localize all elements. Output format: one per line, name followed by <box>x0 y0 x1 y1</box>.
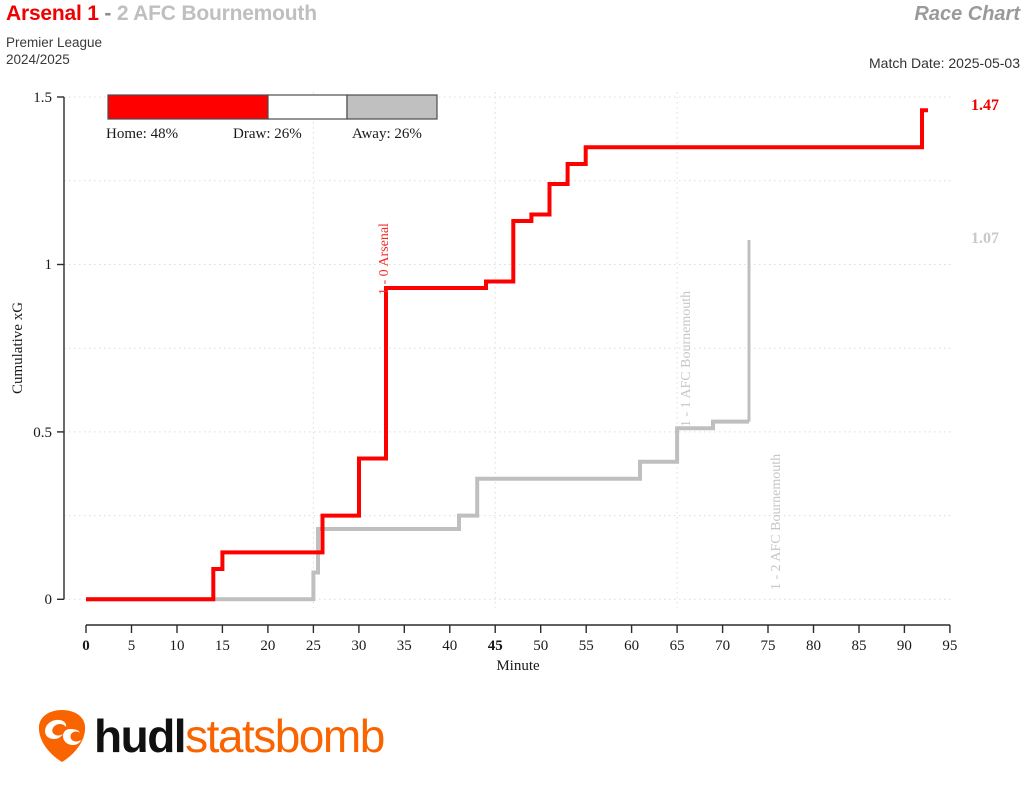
x-tick-90: 90 <box>897 638 912 654</box>
outcome-probability-legend: Home: 48% Draw: 26% Away: 26% <box>106 94 438 142</box>
x-axis: 0 5 10 15 20 25 30 35 40 45 50 55 60 65 … <box>82 624 957 674</box>
hudl-shield-icon <box>38 710 86 762</box>
x-tick-50: 50 <box>533 638 548 654</box>
x-axis-title: Minute <box>496 658 540 674</box>
competition-name: Premier League <box>6 35 103 50</box>
x-tick-65: 65 <box>670 638 685 654</box>
x-tick-20: 20 <box>260 638 275 654</box>
chart-kind-label: Race Chart <box>914 3 1020 25</box>
x-tick-85: 85 <box>852 638 867 654</box>
x-tick-70: 70 <box>715 638 730 654</box>
match-title: Arsenal 1 - 2 AFC Bournemouth <box>6 2 317 26</box>
x-tick-30: 30 <box>351 638 366 654</box>
brand-statsbomb: statsbomb <box>185 710 385 762</box>
x-tick-95: 95 <box>942 638 957 654</box>
x-tick-15: 15 <box>215 638 230 654</box>
legend-home-label: Home: 48% <box>106 126 178 142</box>
x-tick-75: 75 <box>761 638 776 654</box>
x-tick-35: 35 <box>397 638 412 654</box>
legend-away-swatch <box>346 94 438 120</box>
goal-annotation-away-1: 1 - 1 AFC Bournemouth <box>679 291 694 427</box>
brand-logo: hudlstatsbomb <box>36 706 385 766</box>
chart-plot-area: 1.5 1 0.5 0 Cumulative xG 1 - 0 Arsenal … <box>10 90 999 674</box>
x-axis-ticks <box>85 625 951 633</box>
x-tick-10: 10 <box>170 638 185 654</box>
brand-hudl: hudl <box>94 710 187 762</box>
y-tick-0_5: 0.5 <box>33 425 52 441</box>
legend-home-swatch <box>107 94 269 120</box>
x-tick-5: 5 <box>128 638 136 654</box>
x-tick-60: 60 <box>624 638 639 654</box>
grid-horizontal <box>64 96 952 600</box>
score-separator: - <box>104 2 112 25</box>
series-away-bournemouth <box>86 240 751 602</box>
x-tick-80: 80 <box>806 638 821 654</box>
grid-vertical <box>312 92 678 608</box>
goal-annotation-away-2: 1 - 2 AFC Bournemouth <box>769 454 784 590</box>
legend-away-label: Away: 26% <box>352 126 422 142</box>
goal-annotation-home-1: 1 - 0 Arsenal <box>377 223 392 295</box>
final-value-home: 1.47 <box>971 97 999 114</box>
legend-draw-label: Draw: 26% <box>233 126 302 142</box>
legend-draw-swatch <box>267 94 348 120</box>
match-date-label: Match Date: 2025-05-03 <box>869 55 1020 71</box>
series-home-arsenal <box>86 108 928 602</box>
race-chart-svg: 1.5 1 0.5 0 Cumulative xG 1 - 0 Arsenal … <box>10 90 999 674</box>
x-tick-0: 0 <box>82 638 90 654</box>
away-team-score: 2 AFC Bournemouth <box>116 2 317 25</box>
x-tick-45: 45 <box>488 638 503 654</box>
y-tick-0: 0 <box>45 592 53 608</box>
brand-wordmark: hudlstatsbomb <box>94 710 385 762</box>
season-label: 2024/2025 <box>6 52 70 67</box>
x-tick-25: 25 <box>306 638 321 654</box>
y-tick-1_5: 1.5 <box>33 90 52 106</box>
y-axis-title: Cumulative xG <box>10 302 26 394</box>
x-tick-40: 40 <box>442 638 457 654</box>
y-tick-1: 1 <box>45 257 53 273</box>
home-team-score: Arsenal 1 <box>6 2 99 25</box>
final-value-away: 1.07 <box>971 230 999 247</box>
x-tick-55: 55 <box>579 638 594 654</box>
y-axis: 1.5 1 0.5 0 Cumulative xG <box>10 90 65 608</box>
